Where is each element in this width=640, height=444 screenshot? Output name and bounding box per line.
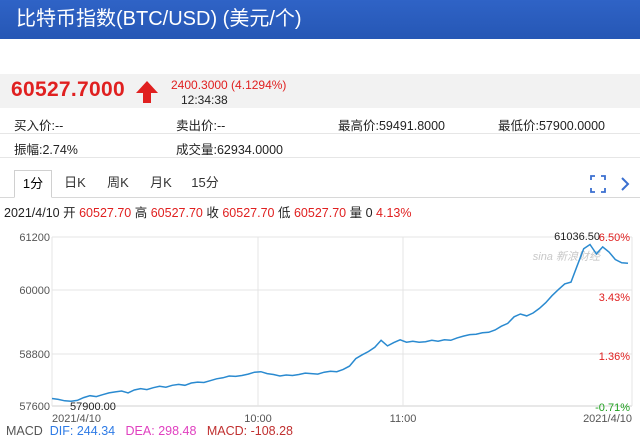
macd-title: MACD [6,424,43,438]
close-value: 60527.70 [222,206,275,220]
low-price: 最低价:57900.0000 [498,119,606,133]
sina-watermark: sina 新浪财经 [533,250,601,263]
high-price: 最高价:59491.8000 [338,119,446,133]
bid-price: 买入价:-- [14,119,64,133]
close-label: 收 [206,206,219,220]
right-tick-label: 1.36% [599,351,630,363]
min-price-label: 57900.00 [70,401,116,413]
price-chart[interactable]: sina 新浪财经 61200 60000 58800 57600 6.50% … [0,224,640,424]
tab-daily-k[interactable]: 日K [64,175,86,190]
y-tick-label: 60000 [19,285,50,297]
ohlc-readout: 2021/4/10 开 60527.70 高 60527.70 收 60527.… [4,202,411,221]
high-label: 高 [134,206,148,220]
low-label: 低 [277,206,291,220]
x-tick-label: 10:00 [244,413,272,424]
x-tick-label: 11:00 [390,413,417,424]
max-price-label: 61036.50 [554,231,600,243]
dea-value: 298.48 [158,424,197,438]
tab-1min[interactable]: 1分 [14,170,52,198]
chart-grid [51,236,633,407]
period-tabs: 1分 日K 周K 月K 15分 [0,170,640,198]
ohlc-date: 2021/4/10 [4,206,60,220]
chevron-right-icon[interactable] [616,170,634,198]
price-series-line [51,243,629,403]
dif-label: DIF: [49,424,74,438]
tab-weekly-k[interactable]: 周K [107,175,129,190]
dif-value: 244.34 [76,424,116,438]
low-value: 60527.70 [293,206,347,220]
amplitude: 振幅:2.74% [14,143,78,157]
x-tick-label: 2021/4/10 [52,413,101,424]
current-price: 60527.7000 [11,78,125,101]
quote-time: 12:34:38 [181,93,228,107]
dea-label: DEA: [125,424,155,438]
macd-value: -108.28 [250,424,294,438]
macd-readout: MACD DIF: 244.34 DEA: 298.48 MACD: -108.… [6,424,293,438]
right-tick-label: 6.50% [599,232,630,244]
price-change: 2400.3000 (4.1294%) [171,78,287,92]
info-row-1: 买入价:-- 卖出价:-- 最高价:59491.8000 最低价:57900.0… [0,110,640,134]
y-tick-label: 58800 [19,349,50,361]
vol-label: 量 [349,206,363,220]
volume: 成交量:62934.0000 [176,143,284,157]
open-label: 开 [63,206,76,220]
fullscreen-icon[interactable] [588,170,608,198]
x-tick-label: 2021/4/10 [583,413,632,424]
open-value: 60527.70 [79,206,132,220]
vol-value: 0 [365,206,373,220]
page-title: 比特币指数(BTC/USD) (美元/个) [16,8,302,30]
page-header: 比特币指数(BTC/USD) (美元/个) [0,0,640,39]
y-tick-label: 57600 [19,401,50,413]
y-tick-label: 61200 [19,232,50,244]
quote-bar: 60527.7000 2400.3000 (4.1294%) 12:34:38 [0,74,640,108]
ask-price: 卖出价:-- [176,119,226,133]
tab-15min[interactable]: 15分 [191,175,219,190]
up-arrow-icon [136,81,158,103]
right-tick-label: 3.43% [599,292,630,304]
high-value: 60527.70 [150,206,203,220]
right-tick-label: -0.71% [595,402,630,414]
pct-change: 4.13% [376,206,412,220]
tab-monthly-k[interactable]: 月K [150,175,172,190]
macd-label: MACD: [206,424,248,438]
info-row-2: 振幅:2.74% 成交量:62934.0000 [0,134,640,158]
